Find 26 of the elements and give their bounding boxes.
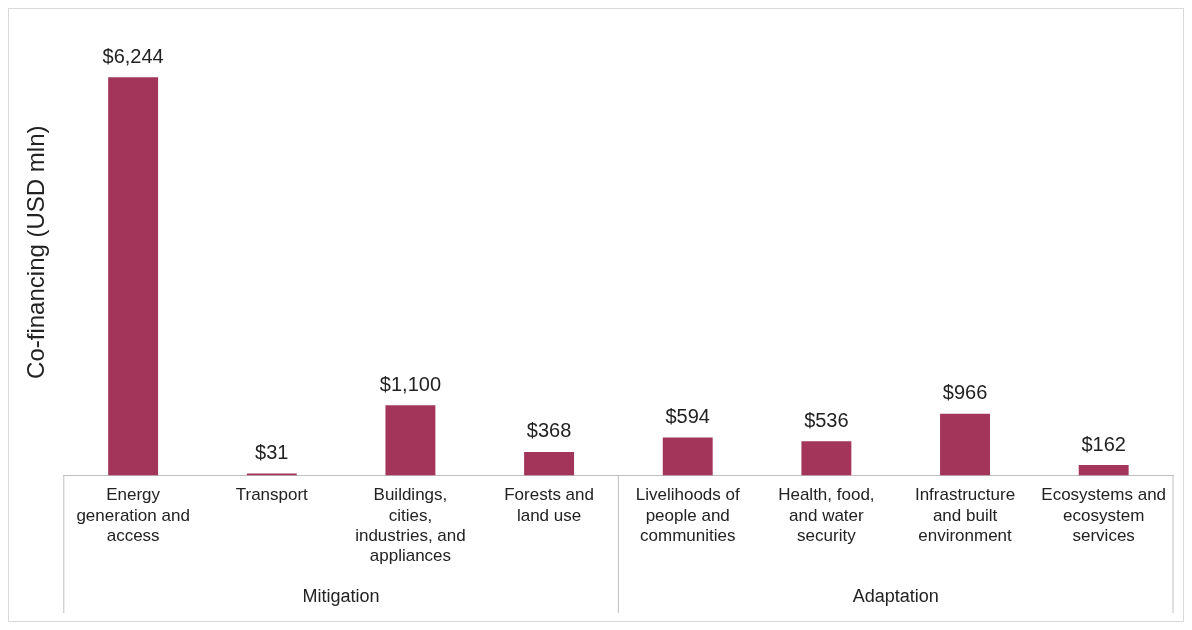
data-label: $594 xyxy=(665,405,710,428)
x-tick-label: Buildings, cities, industries, and appliances xyxy=(355,485,466,566)
data-label: $368 xyxy=(526,419,572,442)
bar xyxy=(524,451,575,476)
data-label: $536 xyxy=(804,408,849,431)
data-label: $6,244 xyxy=(102,44,164,67)
bar xyxy=(801,441,852,476)
x-tick-label: Infrastructure and built environment xyxy=(914,485,1016,546)
text: Mitigation xyxy=(302,585,380,606)
x-tick-label: Forests and land use xyxy=(504,485,594,525)
y-axis-title: Co-financing (USD mln) xyxy=(22,125,50,379)
text: Adaptation xyxy=(852,585,939,606)
x-tick-label: Energy generation and access xyxy=(76,485,190,546)
data-label: $31 xyxy=(255,440,289,463)
bar xyxy=(940,413,990,476)
bar xyxy=(108,77,159,476)
data-label: $1,100 xyxy=(379,372,442,395)
bar xyxy=(1078,465,1129,476)
bar xyxy=(385,405,436,476)
bar xyxy=(662,437,713,476)
x-tick-label: Ecosystems and ecosystem services xyxy=(1041,485,1167,546)
x-tick-label: Transport xyxy=(235,485,309,505)
x-tick-label: Health, food, and water security xyxy=(778,485,875,546)
x-tick-label: Livelihoods of people and communities xyxy=(635,485,740,546)
data-label: $162 xyxy=(1081,432,1126,455)
data-label: $966 xyxy=(942,381,988,404)
